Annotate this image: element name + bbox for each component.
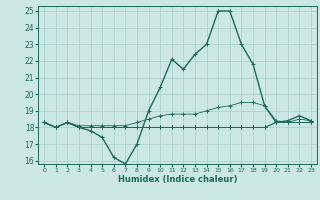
X-axis label: Humidex (Indice chaleur): Humidex (Indice chaleur): [118, 175, 237, 184]
